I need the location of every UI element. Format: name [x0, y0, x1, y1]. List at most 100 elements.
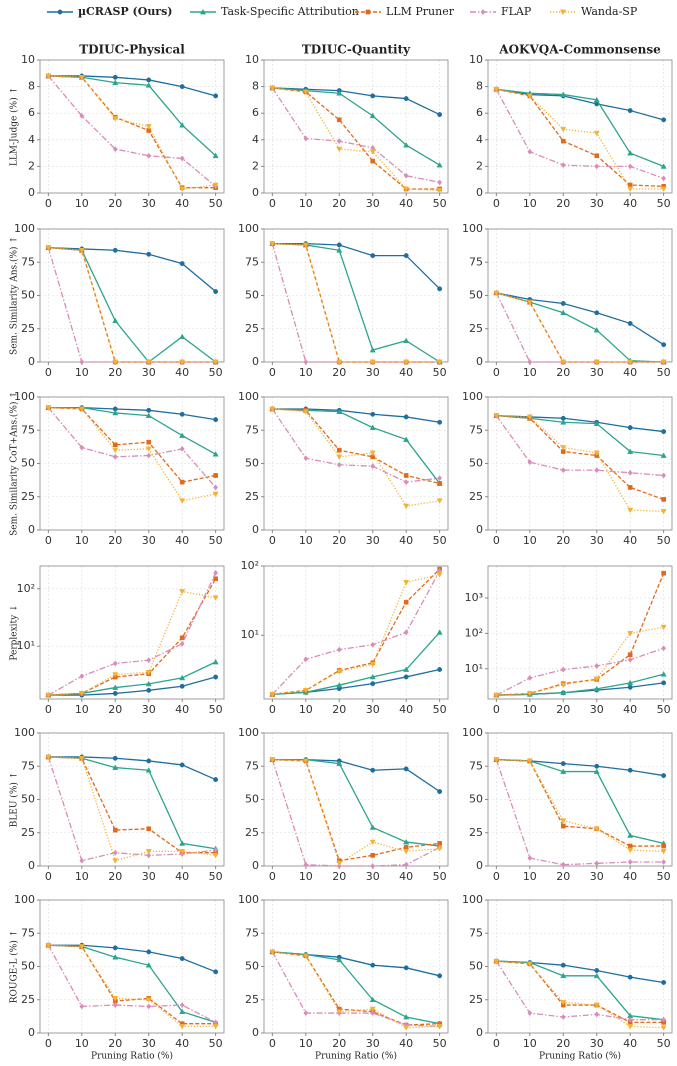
x-tick-label: 0 [269, 870, 276, 883]
marker [627, 974, 633, 980]
series-line [496, 960, 664, 1029]
marker [370, 853, 376, 858]
x-tick-label: 20 [556, 703, 570, 716]
x-tick-label: 40 [399, 366, 413, 379]
marker [403, 580, 410, 586]
x-tick-label: 30 [366, 1037, 380, 1050]
series-line [496, 960, 664, 1021]
plot-frame [487, 59, 673, 194]
y-tick-label: 8 [252, 80, 259, 93]
x-tick-label: 40 [175, 870, 189, 883]
y-tick-label: 50 [245, 793, 259, 806]
y-tick-label: 10³ [465, 591, 483, 604]
marker [112, 672, 119, 678]
marker [560, 467, 566, 474]
marker [112, 996, 119, 1002]
series-line [272, 242, 440, 363]
legend-label: µCRASP (Ours) [78, 5, 173, 18]
marker [303, 358, 309, 366]
marker [179, 261, 185, 267]
series-line [272, 242, 440, 363]
marker [336, 454, 343, 460]
x-tick-label: 30 [366, 703, 380, 716]
marker [437, 841, 442, 846]
y-tick-label: 25 [469, 490, 483, 503]
marker [78, 247, 85, 254]
marker [78, 944, 85, 950]
marker [560, 666, 566, 673]
x-tick-label: 0 [269, 703, 276, 716]
marker [560, 861, 566, 868]
marker [112, 442, 118, 448]
marker [560, 359, 567, 366]
marker [661, 773, 667, 779]
series-line [496, 292, 664, 346]
series-line [48, 75, 216, 97]
x-tick-label: 50 [209, 366, 223, 379]
marker [370, 93, 376, 99]
marker [627, 163, 633, 170]
x-tick-label: 0 [45, 870, 52, 883]
marker [369, 996, 376, 1003]
marker [594, 860, 600, 867]
marker [57, 9, 63, 15]
marker [303, 135, 309, 142]
marker [112, 954, 119, 960]
marker [627, 656, 633, 663]
marker [112, 827, 118, 833]
x-tick-label: 20 [108, 703, 122, 716]
y-tick-label: 100 [14, 726, 35, 739]
marker [179, 640, 185, 647]
marker [79, 112, 85, 119]
marker [594, 763, 600, 769]
y-tick-label: 0 [476, 523, 483, 536]
marker [179, 589, 186, 595]
marker [370, 411, 376, 417]
marker [627, 425, 633, 431]
y-tick-label: 50 [469, 457, 483, 470]
x-tick-label: 40 [175, 1037, 189, 1050]
series-line [496, 647, 664, 696]
x-tick-label: 40 [623, 366, 637, 379]
marker [179, 445, 185, 452]
y-tick-label: 75 [245, 255, 259, 268]
marker [560, 449, 566, 454]
x-tick-label: 10 [523, 366, 537, 379]
series-line [48, 406, 216, 483]
x-tick-label: 50 [209, 534, 223, 547]
marker [112, 74, 118, 80]
y-tick-label: 10² [17, 582, 35, 595]
marker [526, 691, 533, 697]
marker [79, 673, 85, 680]
series-line [48, 246, 217, 293]
y-tick-label: 0 [252, 186, 259, 199]
marker [403, 1013, 410, 1020]
series-line [496, 960, 664, 984]
x-tick-label: 50 [433, 197, 447, 210]
marker [179, 1024, 186, 1030]
y-tick-label: 25 [469, 826, 483, 839]
marker [336, 861, 343, 867]
plot-frame [487, 899, 673, 1034]
marker [436, 498, 443, 504]
marker [369, 839, 376, 846]
x-tick-label: 40 [623, 870, 637, 883]
x-tick-label: 20 [108, 534, 122, 547]
marker [269, 406, 276, 413]
y-tick-label: 50 [469, 960, 483, 973]
plot-frame [39, 59, 225, 194]
marker [560, 1014, 566, 1021]
marker [336, 956, 343, 963]
marker [78, 74, 85, 81]
y-tick-label: 10² [465, 626, 483, 639]
marker [370, 862, 376, 870]
series-line [48, 75, 216, 190]
series-line [272, 408, 440, 423]
series-line [48, 75, 217, 157]
marker [145, 670, 152, 676]
marker [269, 85, 276, 92]
marker [336, 138, 342, 145]
y-tick-label: 75 [21, 926, 35, 939]
marker [627, 684, 633, 690]
